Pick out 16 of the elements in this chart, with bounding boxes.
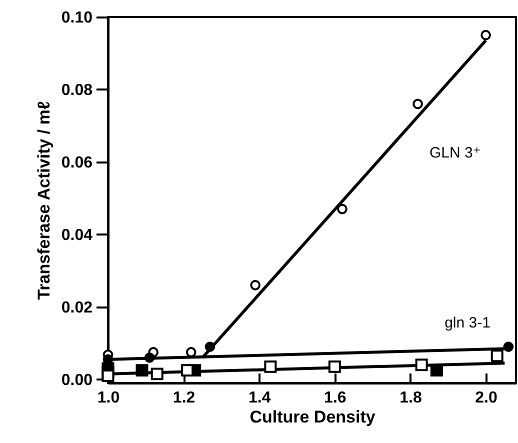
series-label: GLN 3⁺ — [429, 144, 481, 162]
y-tick-label: 0.06 — [61, 154, 93, 172]
x-tick-label: 1.6 — [324, 390, 346, 406]
y-tick-label: 0.08 — [61, 82, 93, 99]
x-axis-title: Culture Density — [250, 408, 376, 426]
series-label: gln 3-1 — [444, 314, 490, 332]
y-tick-label: 0.10 — [61, 10, 93, 26]
x-tick-label: 2.0 — [475, 390, 498, 406]
x-tick-label: 1.2 — [172, 390, 196, 406]
x-tick-label: 1.8 — [400, 390, 422, 406]
y-tick-label: 0.02 — [61, 299, 93, 316]
x-tick-label: 1.0 — [97, 390, 120, 406]
y-tick-label: 0.00 — [61, 372, 93, 389]
y-tick-label: 0.04 — [61, 226, 93, 244]
y-axis-title: Transferase Activity / mℓ — [34, 101, 54, 300]
x-tick-label: 1.4 — [248, 390, 271, 406]
